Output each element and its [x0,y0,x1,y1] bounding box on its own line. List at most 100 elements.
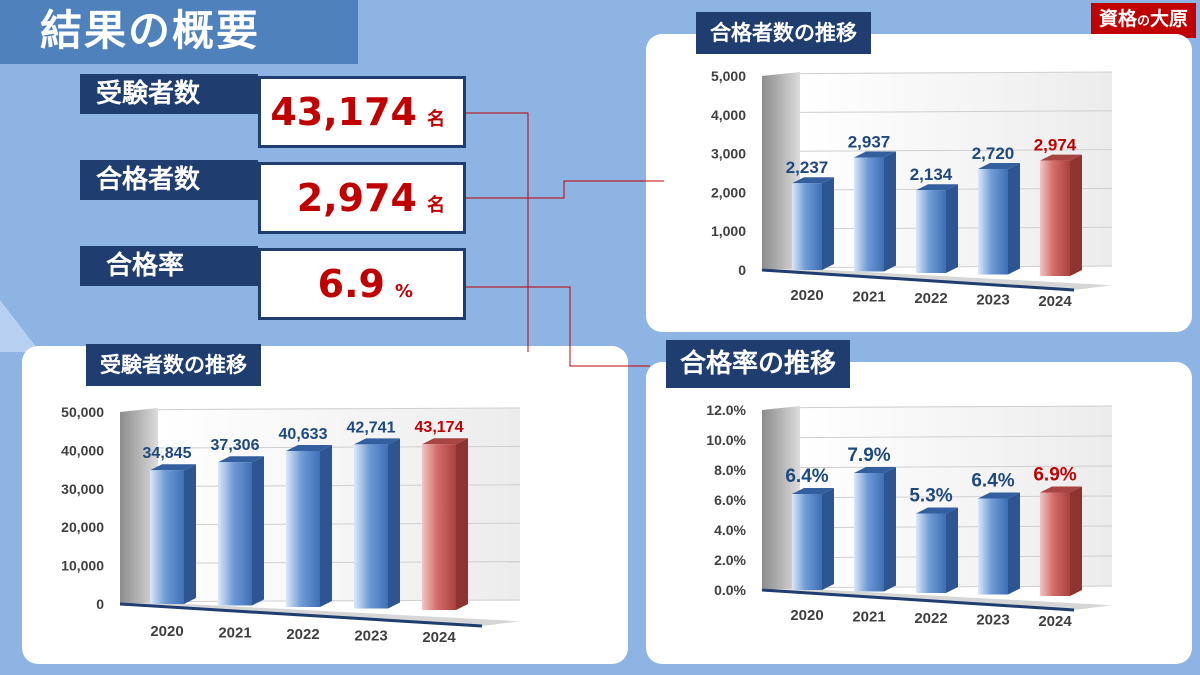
passers-bar-side [1070,154,1082,276]
rate-bar-top [1040,486,1082,493]
rate-data-label: 6.4% [785,466,828,487]
passers-value-box: 2,974 名 [258,162,466,234]
passers-value: 2,974 [296,176,417,220]
rate-bar-2021 [854,473,884,592]
examinees-bar-top [354,438,400,445]
examinees-bar-top [286,444,332,451]
passers-baseline [761,268,1075,292]
examinees-value-box: 43,174 名 [258,76,466,148]
rate-chart-title: 合格率の推移 [666,340,851,388]
examinees-side-wall [120,408,158,604]
passers-data-label: 2,134 [910,165,953,184]
passers-category-label: 2020 [790,287,823,304]
examinees-bar-2021 [218,462,252,606]
passers-bar-2021 [854,157,884,272]
rate-ytick-label: 12.0% [706,402,746,418]
passers-category-label: 2022 [914,290,947,307]
passers-data-label: 2,974 [1034,136,1077,155]
rate-category-label: 2021 [852,609,885,626]
examinees-ytick-label: 20,000 [61,519,104,535]
passers-bar-top [792,177,834,184]
passers-bar-top [1040,154,1082,161]
passers-bar-top [854,151,896,158]
rate-bar-side [1008,492,1020,595]
passers-ytick-label: 0 [738,262,746,278]
rate-floor [762,588,1112,610]
examinees-bar-2024 [422,444,456,610]
rate-ytick-label: 8.0% [714,462,746,478]
passers-data-label: 2,937 [848,133,891,152]
rate-category-label: 2023 [976,612,1009,629]
examinees-category-label: 2020 [150,623,183,640]
pass-rate-value: 6.9 [317,262,385,306]
examinees-bar-side [388,438,400,609]
passers-category-label: 2021 [852,289,885,306]
examinees-ytick-label: 10,000 [61,558,104,574]
passers-data-label: 2,720 [972,144,1015,163]
passers-ytick-label: 2,000 [711,184,746,200]
examinees-unit: 名 [427,109,445,130]
rate-category-label: 2024 [1038,613,1072,630]
examinees-baseline [119,602,483,628]
passers-ytick-label: 3,000 [711,146,746,162]
passers-bar-2024 [1040,160,1070,276]
brand-logo: 資格の大原 [1090,3,1196,38]
rate-data-label: 6.4% [971,471,1014,492]
examinees-data-label: 43,174 [415,419,464,436]
examinees-gridline [157,407,521,411]
rate-ytick-label: 4.0% [714,522,746,538]
passers-bar-side [822,177,834,270]
rate-bar-side [1070,486,1082,596]
examinees-bar-top [150,464,196,471]
rate-bar-2020 [792,494,822,590]
examinees-category-label: 2024 [422,629,456,646]
examinees-data-label: 42,741 [347,419,396,436]
rate-gridline [799,435,1113,439]
rate-bar-top [916,507,958,514]
passers-category-label: 2024 [1038,293,1072,310]
examinees-category-label: 2023 [354,628,387,645]
examinees-data-label: 40,633 [279,426,328,443]
passers-bar-side [884,151,896,272]
passers-bar-2022 [916,190,946,273]
rate-bar-side [822,488,834,590]
rate-ytick-label: 10.0% [706,432,746,448]
rate-baseline [761,588,1075,612]
examinees-bar-side [252,456,264,606]
rate-bar-2023 [978,498,1008,595]
examinees-bar-side [184,464,196,604]
examinees-label: 受験者数 [80,74,258,114]
passers-label: 合格者数 [80,160,258,200]
passers-data-label: 2,237 [786,158,829,177]
rate-bar-2024 [1040,492,1070,596]
passers-bar-top [978,162,1020,169]
examinees-bar-2023 [354,444,388,609]
rate-bar-2022 [916,513,946,593]
passers-floor [762,268,1112,290]
examinees-bar-2020 [150,470,184,604]
examinees-category-label: 2022 [286,626,319,643]
passers-side-wall [762,72,800,270]
examinees-bar-side [456,438,468,610]
passers-ytick-label: 5,000 [711,68,746,84]
examinees-ytick-label: 50,000 [61,404,104,420]
passers-ytick-label: 1,000 [711,223,746,239]
passers-chart: 0 1,000 2,000 3,000 4,000 5,000 2,237 2020 2,937… [711,68,1113,310]
rate-bar-top [792,488,834,494]
examinees-bar-2022 [286,450,320,607]
passers-gridline [799,110,1113,113]
passers-bar-side [1008,162,1020,275]
title-banner: 結果の概要 [0,0,358,64]
passers-gridline [799,149,1113,152]
rate-bar-side [884,467,896,592]
examinees-ytick-label: 30,000 [61,481,104,497]
pass-rate-unit: % [394,281,413,302]
passers-bar-top [916,184,958,191]
page-title: 結果の概要 [40,6,261,55]
passers-unit: 名 [427,195,445,216]
passers-chart-title: 合格者数の推移 [696,12,871,54]
rate-gridline [799,465,1113,469]
examinees-category-label: 2021 [218,625,251,642]
rate-category-label: 2022 [914,610,947,627]
pass-rate-value-box: 6.9% [258,248,466,320]
